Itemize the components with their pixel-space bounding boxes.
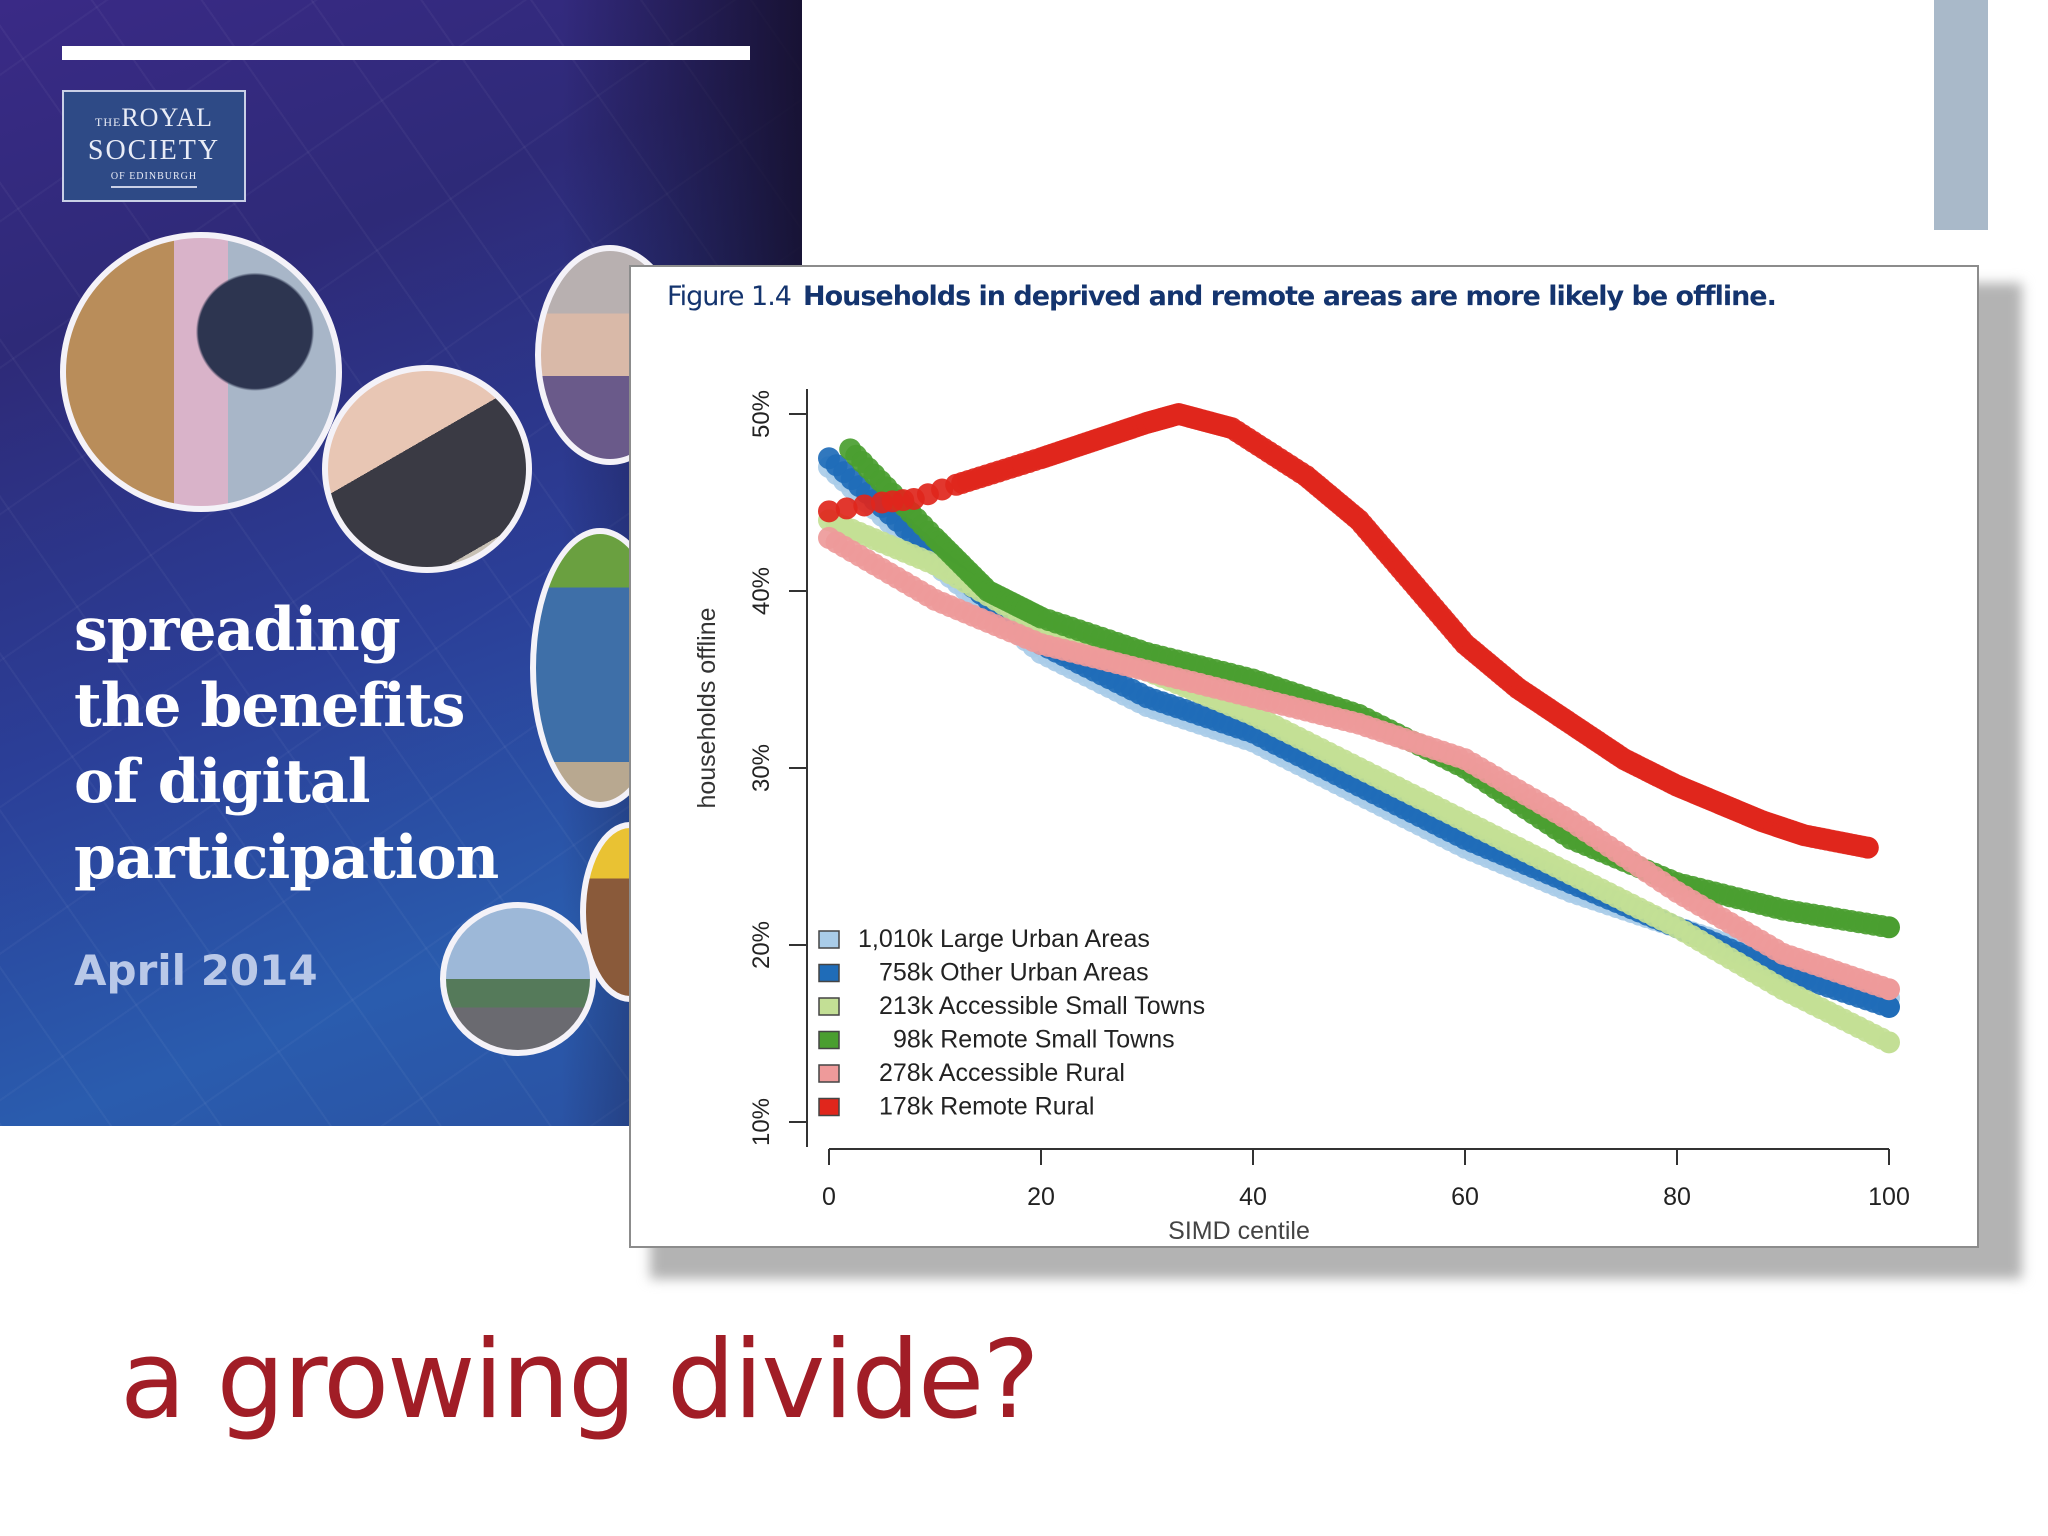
- x-tick-label: 60: [1451, 1183, 1479, 1211]
- legend-swatch: [818, 963, 840, 983]
- figure-caption: Figure 1.4 Households in deprived and rem…: [667, 281, 1777, 312]
- legend-label: 278k Accessible Rural: [879, 1059, 1125, 1087]
- photo-man-outdoors: [440, 902, 596, 1056]
- logo-edinburgh: OF EDINBURGH: [110, 170, 198, 188]
- logo-royal: ROYAL: [121, 103, 213, 132]
- series-98k-remote-small-towns: [839, 438, 1900, 939]
- series-278k-accessible-rural: [818, 526, 1900, 1001]
- households-offline-chart: 10% 20% 30% 40% 50% households offline 0 20 40 60…: [693, 389, 1910, 1245]
- x-tick-label: 40: [1239, 1183, 1267, 1211]
- x-tick-label: 100: [1868, 1183, 1910, 1211]
- legend-swatch: [818, 997, 840, 1016]
- cover-title-line: spreading: [74, 595, 401, 665]
- legend-label: 213k Accessible Small Towns: [879, 992, 1205, 1020]
- y-tick-label: 20%: [748, 921, 775, 969]
- cover-title-line: participation: [74, 823, 499, 893]
- figure-card: Figure 1.4 Households in deprived and rem…: [629, 265, 1979, 1248]
- y-tick-label: 50%: [748, 390, 775, 438]
- legend-swatch: [818, 1097, 840, 1117]
- figure-caption-text: Households in deprived and remote areas …: [802, 281, 1777, 312]
- cover-date: April 2014: [74, 946, 318, 995]
- y-axis-title: households offline: [693, 607, 721, 808]
- figure-number: Figure 1.4: [667, 281, 792, 312]
- x-tick-label: 80: [1663, 1183, 1691, 1211]
- legend-label: 758k Other Urban Areas: [879, 959, 1149, 987]
- y-tick-label: 10%: [748, 1098, 775, 1146]
- legend-label: 178k Remote Rural: [879, 1093, 1094, 1121]
- legend-label: 98k Remote Small Towns: [893, 1026, 1175, 1054]
- legend-swatch: [818, 1064, 840, 1083]
- logo-society: SOCIETY: [87, 135, 221, 166]
- photo-child-at-screen: [60, 232, 342, 512]
- cover-title: spreading the benefits of digital partic…: [74, 592, 499, 896]
- logo-the: THE: [95, 115, 122, 129]
- slide-accent-bar: [1934, 0, 1988, 230]
- legend-swatch: [818, 930, 840, 949]
- y-tick-label: 40%: [748, 567, 775, 615]
- y-tick-label: 30%: [748, 744, 775, 792]
- cover-title-line: the benefits: [74, 671, 465, 741]
- slide-headline: a growing divide?: [120, 1318, 1040, 1443]
- photo-hands-on-keyboard: [322, 365, 532, 573]
- legend-swatch: [818, 1030, 840, 1050]
- series-178k-remote-rural: [818, 403, 1879, 859]
- rse-logo: THEROYAL SOCIETY OF EDINBURGH: [62, 90, 246, 202]
- legend-label: 1,010k Large Urban Areas: [858, 925, 1150, 953]
- x-tick-label: 0: [822, 1183, 836, 1211]
- cover-rule: [62, 46, 750, 60]
- x-axis-title: SIMD centile: [1168, 1217, 1310, 1245]
- cover-title-line: of digital: [74, 747, 371, 817]
- x-tick-label: 20: [1027, 1183, 1055, 1211]
